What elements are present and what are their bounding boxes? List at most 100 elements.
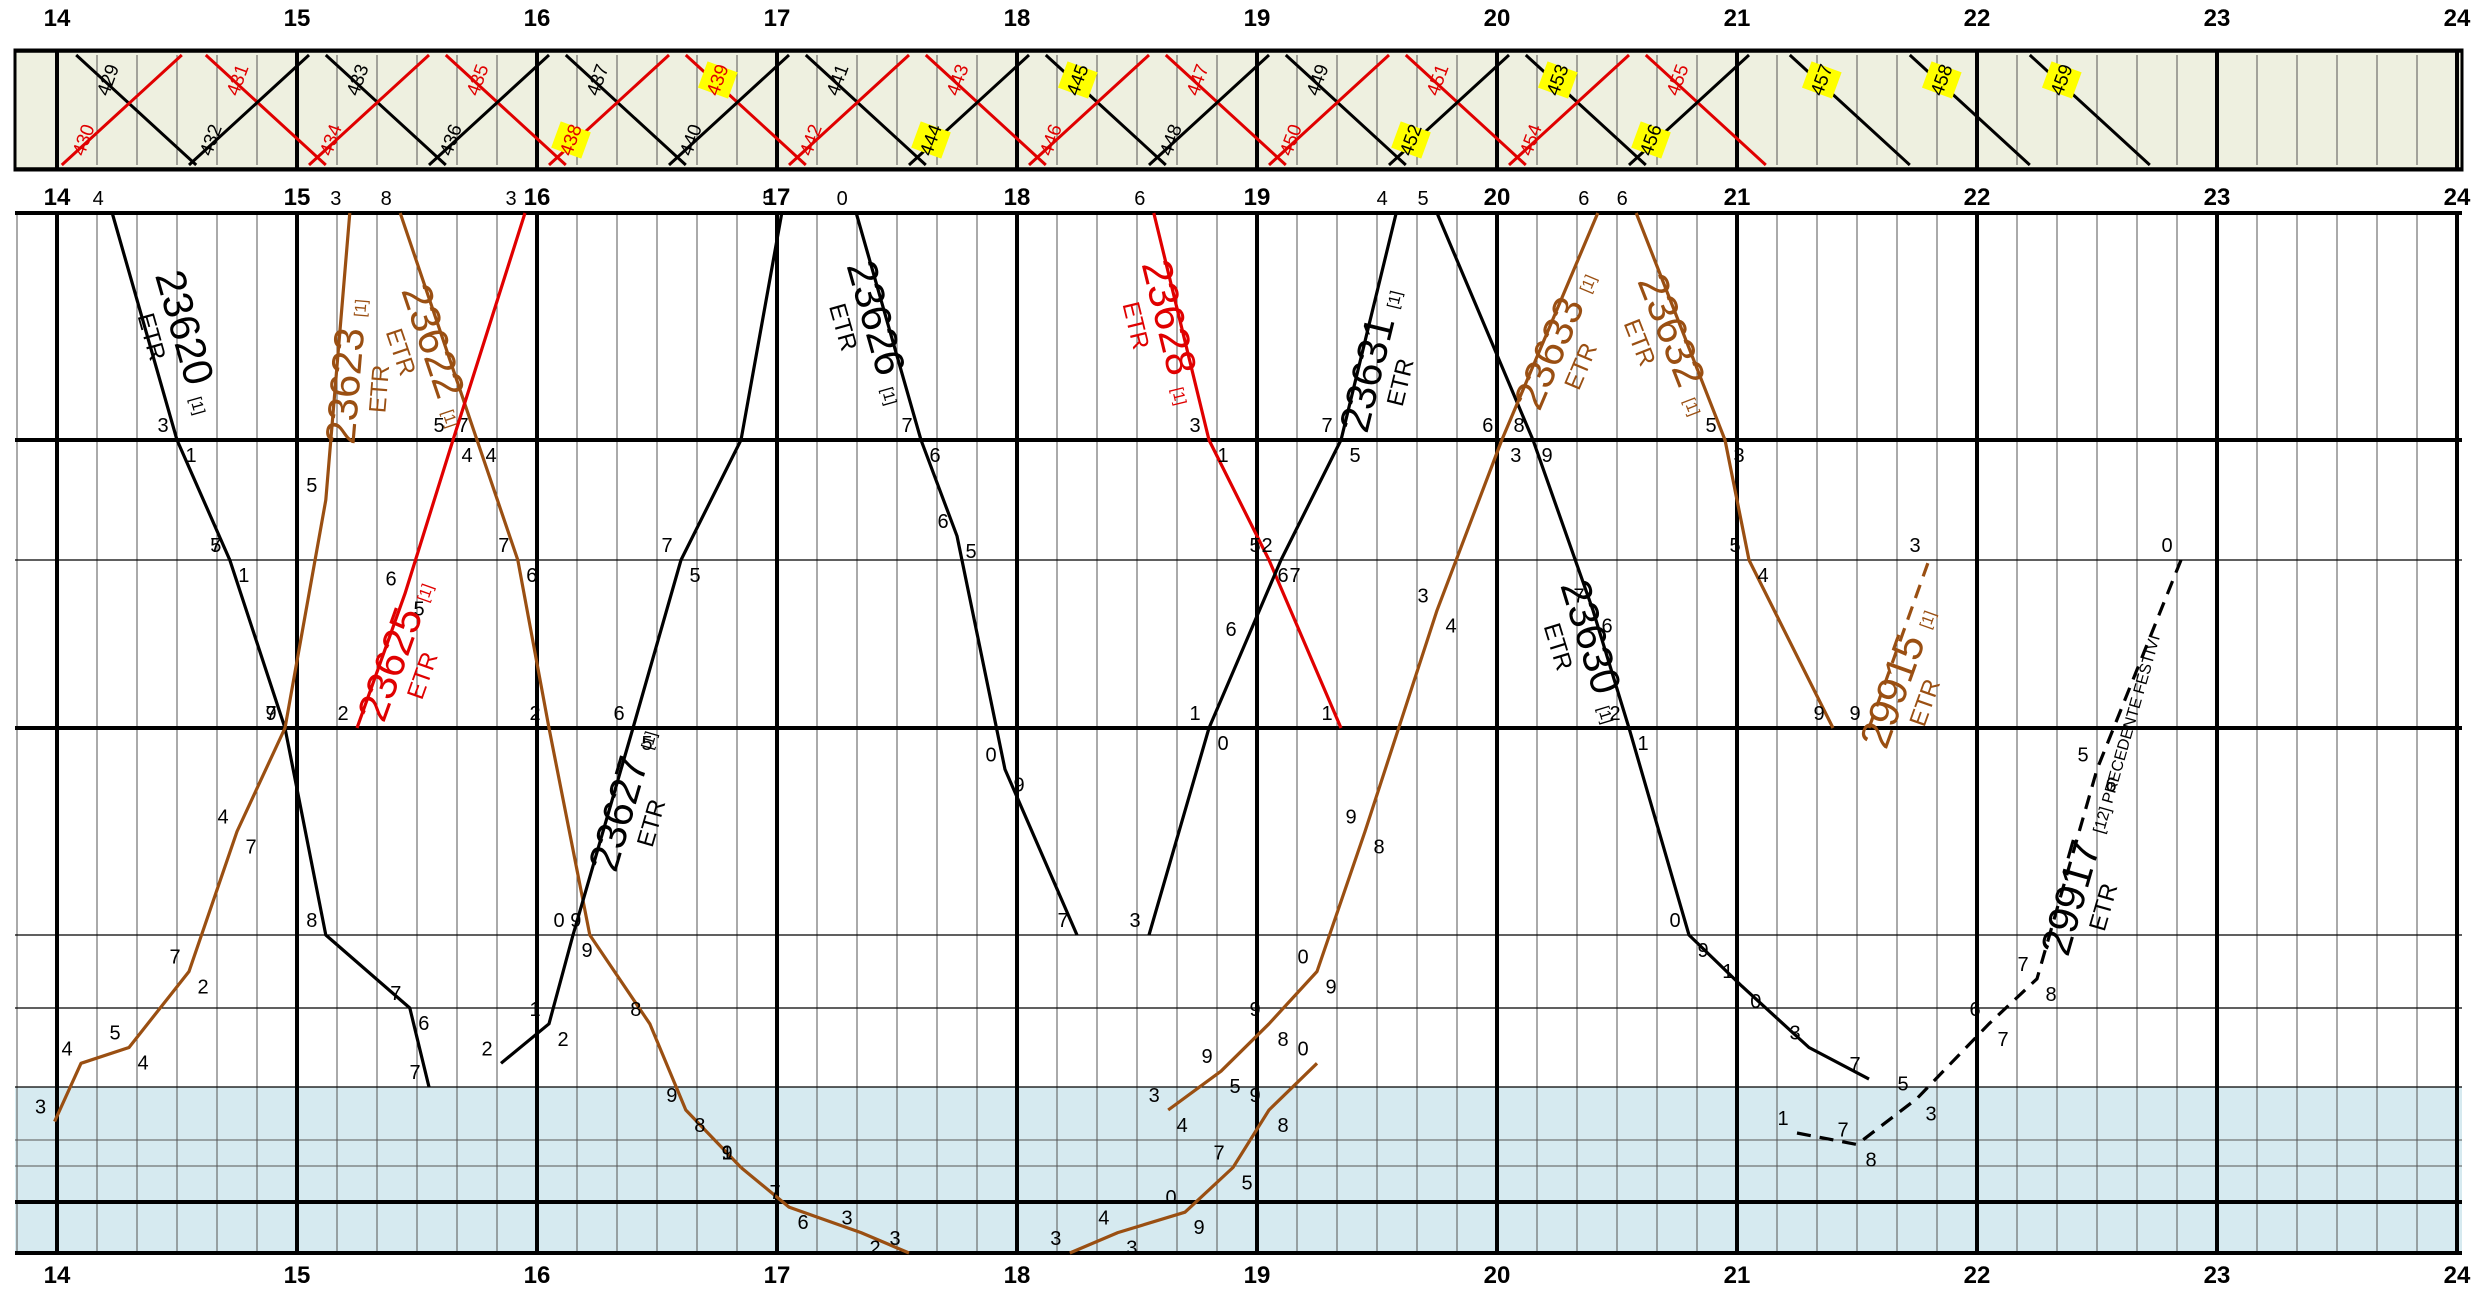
minute-label: 8 bbox=[1513, 415, 1524, 437]
minute-label: 0 bbox=[2161, 535, 2172, 557]
minute-label: 5 bbox=[413, 599, 424, 621]
minute-label: 9 bbox=[1013, 774, 1024, 796]
hour-label: 20 bbox=[1484, 1262, 1511, 1289]
train-note: [1] bbox=[1578, 273, 1601, 296]
hour-label: 23 bbox=[2204, 5, 2231, 32]
minute-label: 6 bbox=[1601, 615, 1612, 637]
hour-label: 17 bbox=[764, 1262, 791, 1289]
minute-label: 3 bbox=[1417, 585, 1428, 607]
minute-label: 3 bbox=[1149, 1085, 1160, 1107]
hour-label: 17 bbox=[764, 184, 791, 211]
minute-label: 5 bbox=[641, 733, 652, 755]
minute-label: 9 bbox=[1249, 1085, 1260, 1107]
minute-label: 2 bbox=[481, 1038, 492, 1060]
strip-path bbox=[1147, 53, 1271, 167]
minute-label: 2 bbox=[529, 703, 540, 725]
minute-label: 0 bbox=[837, 188, 848, 210]
minute-label: 2 bbox=[197, 977, 208, 999]
minute-label: 8 bbox=[381, 188, 392, 210]
hour-label: 14 bbox=[44, 5, 71, 32]
minute-label: 0 bbox=[1297, 1038, 1308, 1060]
minute-label: 1 bbox=[1217, 445, 1228, 467]
minute-label: 1 bbox=[1637, 733, 1648, 755]
minute-label: 5 bbox=[1729, 535, 1740, 557]
graph-grid bbox=[15, 51, 2462, 1255]
minute-label: 8 bbox=[1865, 1150, 1876, 1172]
minute-label: 3 bbox=[1789, 1023, 1800, 1045]
minute-label: 7 bbox=[210, 535, 221, 557]
minute-label: 7 bbox=[1837, 1120, 1848, 1142]
minute-label: 5 bbox=[1897, 1074, 1908, 1096]
minute-label: 3 bbox=[1925, 1104, 1936, 1126]
hour-label: 17 bbox=[764, 5, 791, 32]
minute-label: 9 bbox=[721, 1143, 732, 1165]
minute-label: 3 bbox=[1510, 445, 1521, 467]
lower-zone bbox=[15, 1087, 2462, 1253]
hour-label: 22 bbox=[1964, 5, 1991, 32]
minute-label: 1 bbox=[1189, 703, 1200, 725]
hour-label: 20 bbox=[1484, 184, 1511, 211]
hour-label: 14 bbox=[44, 184, 71, 211]
minute-label: 6 bbox=[1578, 188, 1589, 210]
minute-label: 6 bbox=[797, 1212, 808, 1234]
minute-label: 6 bbox=[1617, 188, 1628, 210]
minute-label: 6 bbox=[937, 511, 948, 533]
train-note: [1] bbox=[1168, 386, 1189, 407]
train-path bbox=[1435, 212, 1870, 1081]
minute-label: 1 bbox=[1321, 703, 1332, 725]
minute-label: 5 bbox=[1417, 188, 1428, 210]
minute-label: 7 bbox=[1289, 565, 1300, 587]
minute-label: 5 bbox=[1241, 1173, 1252, 1195]
minute-label: 3 bbox=[889, 1228, 900, 1250]
code-highlight bbox=[1057, 61, 1098, 99]
minute-label: 0 bbox=[985, 744, 996, 766]
strip-path bbox=[1507, 53, 1631, 167]
code-highlight bbox=[1537, 61, 1578, 99]
minute-label: 5 bbox=[306, 475, 317, 497]
minute-label: 6 bbox=[1969, 999, 1980, 1021]
minute-label: 7 bbox=[1321, 415, 1332, 437]
minute-label: 9 bbox=[1849, 703, 1860, 725]
train-path bbox=[355, 212, 527, 729]
train-number: 23623 bbox=[317, 326, 374, 446]
minute-label: 7 bbox=[1849, 1054, 1860, 1076]
train-note: [1] bbox=[878, 385, 899, 407]
minute-label: 7 bbox=[169, 947, 180, 969]
train-note: [1] bbox=[1917, 609, 1939, 631]
minute-label: 5 bbox=[210, 535, 221, 557]
minute-label: 6 bbox=[613, 703, 624, 725]
minute-label: 4 bbox=[1177, 1115, 1188, 1137]
minute-label: 7 bbox=[498, 535, 509, 557]
hour-label: 18 bbox=[1004, 1262, 1031, 1289]
hour-label: 19 bbox=[1244, 5, 1271, 32]
minute-label: 3 bbox=[1050, 1228, 1061, 1250]
minute-label: 0 bbox=[1297, 947, 1308, 969]
minute-label: 3 bbox=[1189, 415, 1200, 437]
strip-path bbox=[1284, 53, 1407, 167]
minute-label: 6 bbox=[1134, 188, 1145, 210]
train-path bbox=[398, 212, 743, 1169]
minute-label: 9 bbox=[1541, 445, 1552, 467]
train-path bbox=[1634, 212, 1835, 729]
minute-label: 7 bbox=[769, 1182, 780, 1204]
minute-label: 8 bbox=[2045, 984, 2056, 1006]
hour-label: 16 bbox=[524, 5, 551, 32]
code-highlight bbox=[697, 61, 738, 99]
minute-label: 6 bbox=[929, 445, 940, 467]
hour-label: 24 bbox=[2444, 1262, 2471, 1289]
minute-label: 8 bbox=[1277, 1115, 1288, 1137]
train-path bbox=[499, 212, 784, 1065]
hour-label: 22 bbox=[1964, 1262, 1991, 1289]
train-note: [1] bbox=[1385, 289, 1406, 310]
